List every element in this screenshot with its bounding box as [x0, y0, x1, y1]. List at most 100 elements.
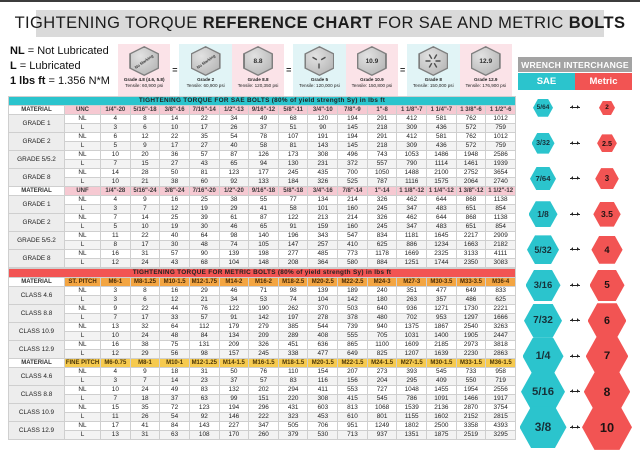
torque-value-cell: 13: [100, 430, 131, 440]
size-header-cell: 1 1/4"-12: [426, 186, 457, 196]
size-header-cell: 1 1/2"-6: [485, 105, 516, 115]
torque-value-cell: 379: [277, 430, 309, 440]
torque-value-cell: 53: [248, 295, 279, 305]
sae-banner: TIGHTENING TORQUE FOR SAE BOLTS (80% of …: [8, 96, 516, 106]
torque-value-cell: 1539: [396, 403, 428, 413]
torque-value-cell: 544: [307, 322, 339, 332]
bolt-marking-label: 8.8: [253, 57, 263, 65]
torque-value-cell: 15: [100, 403, 131, 413]
torque-value-cell: 157: [218, 349, 250, 359]
torque-value-cell: 3: [100, 376, 131, 386]
bolt-head-face: [419, 47, 447, 75]
torque-value-cell: 77: [277, 195, 309, 205]
size-header-cell: M36-1.5: [485, 358, 516, 368]
torque-value-cell: 257: [307, 240, 339, 250]
torque-value-cell: 123: [218, 168, 250, 178]
torque-value-cell: 1802: [396, 421, 428, 431]
torque-value-cell: 49: [159, 385, 190, 395]
torque-value-cell: 884: [366, 258, 398, 268]
grade-icon-2: No Marking Grade 2 Tensile: 60,900 psi: [179, 44, 232, 96]
material-grade-cell: CLASS 12.9: [8, 340, 65, 359]
grade-name: Grade 2: [197, 77, 215, 82]
size-header-cell: M24-1.5: [366, 358, 398, 368]
torque-value-cell: 31: [129, 249, 161, 259]
torque-value-cell: 177: [248, 168, 279, 178]
grade-caption: Grade 4.8 (4.6, 5.8) Tensile: 60,900 psi: [124, 77, 165, 88]
lubrication-nl-cell: NL: [64, 150, 101, 160]
bolt-marking-label: 12.9: [479, 57, 493, 65]
size-header-cell: 5/16"-18: [129, 105, 161, 115]
torque-value-cell: 19: [159, 222, 190, 232]
torque-value-cell: 7: [129, 204, 161, 214]
torque-value-cell: 291: [366, 114, 398, 124]
wrench-pair-row: 3/32 2.5: [518, 126, 632, 162]
equals-sign: =: [399, 65, 406, 75]
torque-value-cell: 3263: [485, 322, 516, 332]
material-grade-cell: CLASS 12.9: [8, 421, 65, 440]
torque-value-cell: 308: [307, 150, 339, 160]
double-arrow-icon: [570, 211, 580, 216]
torque-value-cell: 2909: [485, 231, 516, 241]
torque-row-nl: GRADE 8 NL 14 28 50 81 123 177 245 435 700 1050 1488…: [8, 168, 516, 187]
torque-value-cell: 208: [277, 258, 309, 268]
torque-value-cell: 3133: [455, 249, 487, 259]
torque-value-cell: 2447: [485, 331, 516, 341]
torque-value-cell: 625: [485, 295, 516, 305]
torque-value-cell: 43: [188, 159, 220, 169]
torque-value-cell: 207: [337, 367, 368, 377]
wrench-pair-row: 5/32 4: [518, 232, 632, 268]
torque-value-cell: 37: [218, 376, 250, 386]
torque-value-cell: 83: [277, 376, 309, 386]
wrench-pair-row: 1/4 7: [518, 337, 632, 376]
size-header-cell: M36-4: [485, 277, 516, 287]
torque-value-cell: 545: [366, 394, 398, 404]
torque-value-cell: 194: [337, 132, 368, 142]
bolt-head-icon: 10.9: [356, 46, 387, 76]
torque-value-cell: 68: [188, 258, 220, 268]
bolt-head-icon: [418, 46, 449, 76]
sae-hex-cell: 5/16: [518, 371, 568, 412]
bolt-head-face: No Marking: [130, 47, 158, 75]
torque-value-cell: 191: [307, 132, 339, 142]
torque-value-cell: 50: [218, 367, 250, 377]
torque-value-cell: 411: [307, 385, 339, 395]
torque-value-cell: 197: [277, 313, 309, 323]
torque-value-cell: 198: [248, 249, 279, 259]
grade-tensile: Tensile: 150,000 psi: [413, 82, 454, 88]
torque-value-cell: 151: [248, 394, 279, 404]
torque-value-cell: 64: [188, 231, 220, 241]
torque-value-cell: 29: [129, 349, 161, 359]
lubrication-l-cell: L: [64, 123, 101, 133]
torque-value-cell: 2519: [455, 430, 487, 440]
torque-row-nl: GRADE 5/5.2 NL 10 20 36 57 87 126 173 308 496 743 10…: [8, 150, 516, 169]
legend-line-l: L = Lubricated: [10, 59, 122, 74]
torque-value-cell: 412: [396, 132, 428, 142]
size-header-row: MATERIAL UNC 1/4"-20 5/16"-18 3/8"-16 7/16"-1…: [8, 105, 516, 115]
metric-hex-cell: 5: [582, 269, 632, 301]
torque-value-cell: 22: [188, 114, 220, 124]
size-header-cell: M12-1.75: [188, 277, 220, 287]
lubrication-l-cell: L: [64, 159, 101, 169]
torque-value-cell: 99: [218, 394, 250, 404]
torque-value-cell: 951: [337, 421, 368, 431]
torque-value-cell: 49: [248, 114, 279, 124]
torque-value-cell: 44: [159, 304, 190, 314]
torque-value-cell: 12: [100, 349, 131, 359]
size-header-cell: M30-3.5: [426, 277, 457, 287]
torque-value-cell: 98: [188, 349, 220, 359]
grade-tensile: Tensile: 120,000 psi: [299, 82, 340, 88]
torque-value-cell: 90: [188, 249, 220, 259]
torque-value-cell: 12: [100, 258, 131, 268]
torque-value-cell: 295: [396, 376, 428, 386]
torque-value-cell: 18: [159, 367, 190, 377]
torque-value-cell: 2152: [455, 412, 487, 422]
bolt-head-face: No Marking: [192, 47, 220, 75]
torque-value-cell: 273: [366, 367, 398, 377]
torque-value-cell: 886: [396, 240, 428, 250]
sae-hex-cell: 3/32: [518, 132, 568, 154]
torque-value-cell: 16: [159, 286, 190, 296]
bolt-head-icon: 12.9: [470, 46, 501, 76]
torque-value-cell: 104: [218, 258, 250, 268]
torque-value-cell: 309: [396, 123, 428, 133]
torque-value-cell: 57: [248, 376, 279, 386]
